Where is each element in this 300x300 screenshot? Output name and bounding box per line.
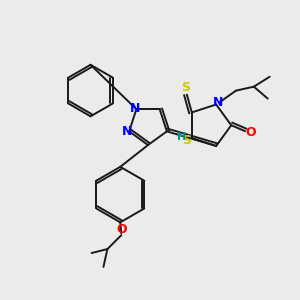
Text: S: S bbox=[182, 81, 190, 94]
Text: N: N bbox=[122, 125, 132, 138]
Text: N: N bbox=[130, 102, 141, 115]
Text: N: N bbox=[213, 96, 223, 109]
Text: O: O bbox=[116, 223, 127, 236]
Text: H: H bbox=[177, 132, 186, 142]
Text: O: O bbox=[246, 126, 256, 139]
Text: S: S bbox=[182, 134, 191, 146]
